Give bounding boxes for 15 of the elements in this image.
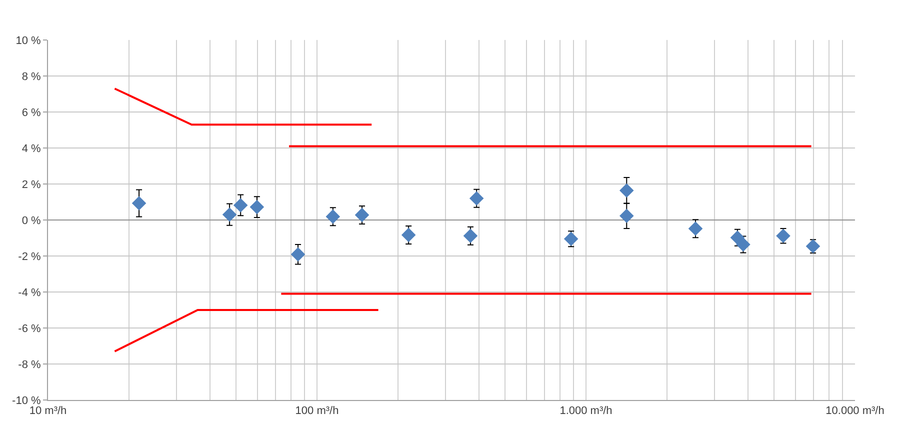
y-tick-label: -6 % (18, 322, 42, 335)
y-tick-label: 6 % (22, 106, 42, 119)
x-tick-label: 10 m³/h (29, 405, 67, 418)
y-tick-label: 2 % (22, 178, 42, 191)
y-tick-label: 8 % (22, 70, 42, 83)
y-tick-label: 10 % (16, 34, 42, 47)
y-tick-label: 4 % (22, 142, 42, 155)
y-tick-label: -4 % (18, 286, 42, 299)
y-tick-label: -2 % (18, 250, 42, 263)
y-tick-label: -8 % (18, 358, 42, 371)
x-tick-label: 1.000 m³/h (560, 405, 612, 418)
y-tick-label: -10 % (12, 394, 42, 407)
y-tick-label: 0 % (22, 214, 42, 227)
x-tick-label: 10.000 m³/h (826, 405, 884, 418)
x-tick-label: 100 m³/h (295, 405, 339, 418)
